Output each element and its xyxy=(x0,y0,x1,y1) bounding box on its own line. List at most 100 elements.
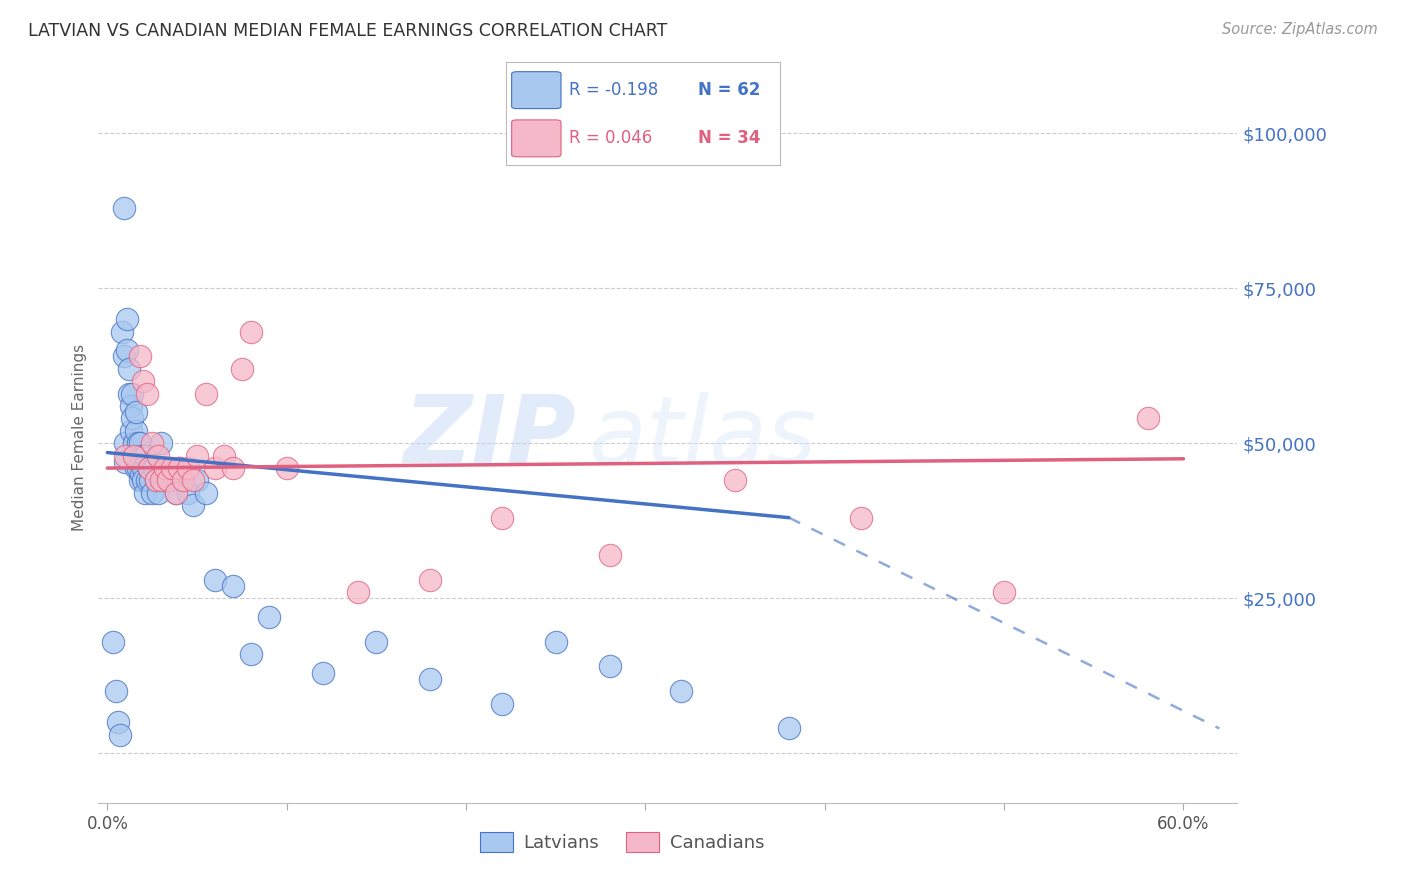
Point xyxy=(101,634,124,648)
Text: Source: ZipAtlas.com: Source: ZipAtlas.com xyxy=(1222,22,1378,37)
Point xyxy=(195,486,218,500)
Point xyxy=(128,436,150,450)
Point xyxy=(118,362,141,376)
Point xyxy=(1136,411,1159,425)
Point xyxy=(114,436,136,450)
Text: N = 62: N = 62 xyxy=(697,81,761,99)
Point xyxy=(125,461,148,475)
Point xyxy=(124,449,146,463)
FancyBboxPatch shape xyxy=(512,120,561,157)
Point xyxy=(849,510,872,524)
Point xyxy=(183,498,205,512)
Point xyxy=(132,374,155,388)
Point xyxy=(121,386,143,401)
Point xyxy=(177,486,200,500)
Point xyxy=(114,455,136,469)
Point xyxy=(153,461,176,475)
Point xyxy=(143,461,166,475)
Point xyxy=(167,461,190,475)
Point xyxy=(105,684,128,698)
Point xyxy=(172,474,194,488)
Point xyxy=(347,585,370,599)
Point xyxy=(139,474,162,488)
Point xyxy=(131,467,153,482)
Point xyxy=(222,461,245,475)
Point xyxy=(195,386,218,401)
Point xyxy=(222,579,245,593)
Point xyxy=(204,461,226,475)
Point xyxy=(671,684,693,698)
Point xyxy=(138,461,160,475)
Text: R = 0.046: R = 0.046 xyxy=(569,129,652,147)
Text: N = 34: N = 34 xyxy=(697,129,761,147)
Point xyxy=(150,474,173,488)
Point xyxy=(112,350,135,364)
Legend: Latvians, Canadians: Latvians, Canadians xyxy=(472,824,772,860)
Point xyxy=(993,585,1015,599)
Point xyxy=(165,486,187,500)
Point xyxy=(419,573,441,587)
Point xyxy=(131,449,153,463)
Point xyxy=(186,449,208,463)
Point xyxy=(121,411,143,425)
Point xyxy=(544,634,567,648)
Point xyxy=(127,461,149,475)
Point xyxy=(145,474,167,488)
Point xyxy=(239,325,262,339)
Point xyxy=(146,486,169,500)
Point xyxy=(177,461,200,475)
Point xyxy=(118,386,141,401)
Point xyxy=(120,399,142,413)
Point xyxy=(150,436,173,450)
Point xyxy=(127,436,149,450)
Point xyxy=(107,715,129,730)
Point xyxy=(212,449,235,463)
Point xyxy=(599,548,621,562)
Point xyxy=(125,405,148,419)
Point xyxy=(128,474,150,488)
Point xyxy=(157,474,180,488)
Point xyxy=(135,386,157,401)
Point xyxy=(724,474,747,488)
Point xyxy=(419,672,441,686)
Point xyxy=(231,362,253,376)
Point xyxy=(108,728,131,742)
Text: R = -0.198: R = -0.198 xyxy=(569,81,658,99)
Point xyxy=(114,449,136,463)
Point xyxy=(145,474,167,488)
Point xyxy=(112,201,135,215)
Point xyxy=(204,573,226,587)
Point xyxy=(186,474,208,488)
Point xyxy=(157,474,180,488)
Point xyxy=(599,659,621,673)
Point xyxy=(134,486,156,500)
Point xyxy=(141,436,163,450)
Point xyxy=(172,474,194,488)
Point xyxy=(146,449,169,463)
Point xyxy=(366,634,388,648)
Point xyxy=(135,474,157,488)
Point xyxy=(128,350,150,364)
Point xyxy=(183,474,205,488)
Point xyxy=(120,424,142,438)
Point xyxy=(138,461,160,475)
Point xyxy=(124,436,146,450)
Text: LATVIAN VS CANADIAN MEDIAN FEMALE EARNINGS CORRELATION CHART: LATVIAN VS CANADIAN MEDIAN FEMALE EARNIN… xyxy=(28,22,668,40)
Text: atlas: atlas xyxy=(588,392,817,483)
Point xyxy=(132,474,155,488)
Point xyxy=(778,722,800,736)
Point xyxy=(134,449,156,463)
Y-axis label: Median Female Earnings: Median Female Earnings xyxy=(72,343,87,531)
Point xyxy=(160,474,183,488)
Text: ZIP: ZIP xyxy=(404,391,576,483)
FancyBboxPatch shape xyxy=(512,71,561,109)
Point xyxy=(153,461,176,475)
Point xyxy=(257,610,280,624)
Point xyxy=(115,312,138,326)
Point xyxy=(311,665,333,680)
Point xyxy=(276,461,298,475)
Point xyxy=(115,343,138,358)
Point xyxy=(124,449,146,463)
Point xyxy=(125,424,148,438)
Point xyxy=(160,461,183,475)
